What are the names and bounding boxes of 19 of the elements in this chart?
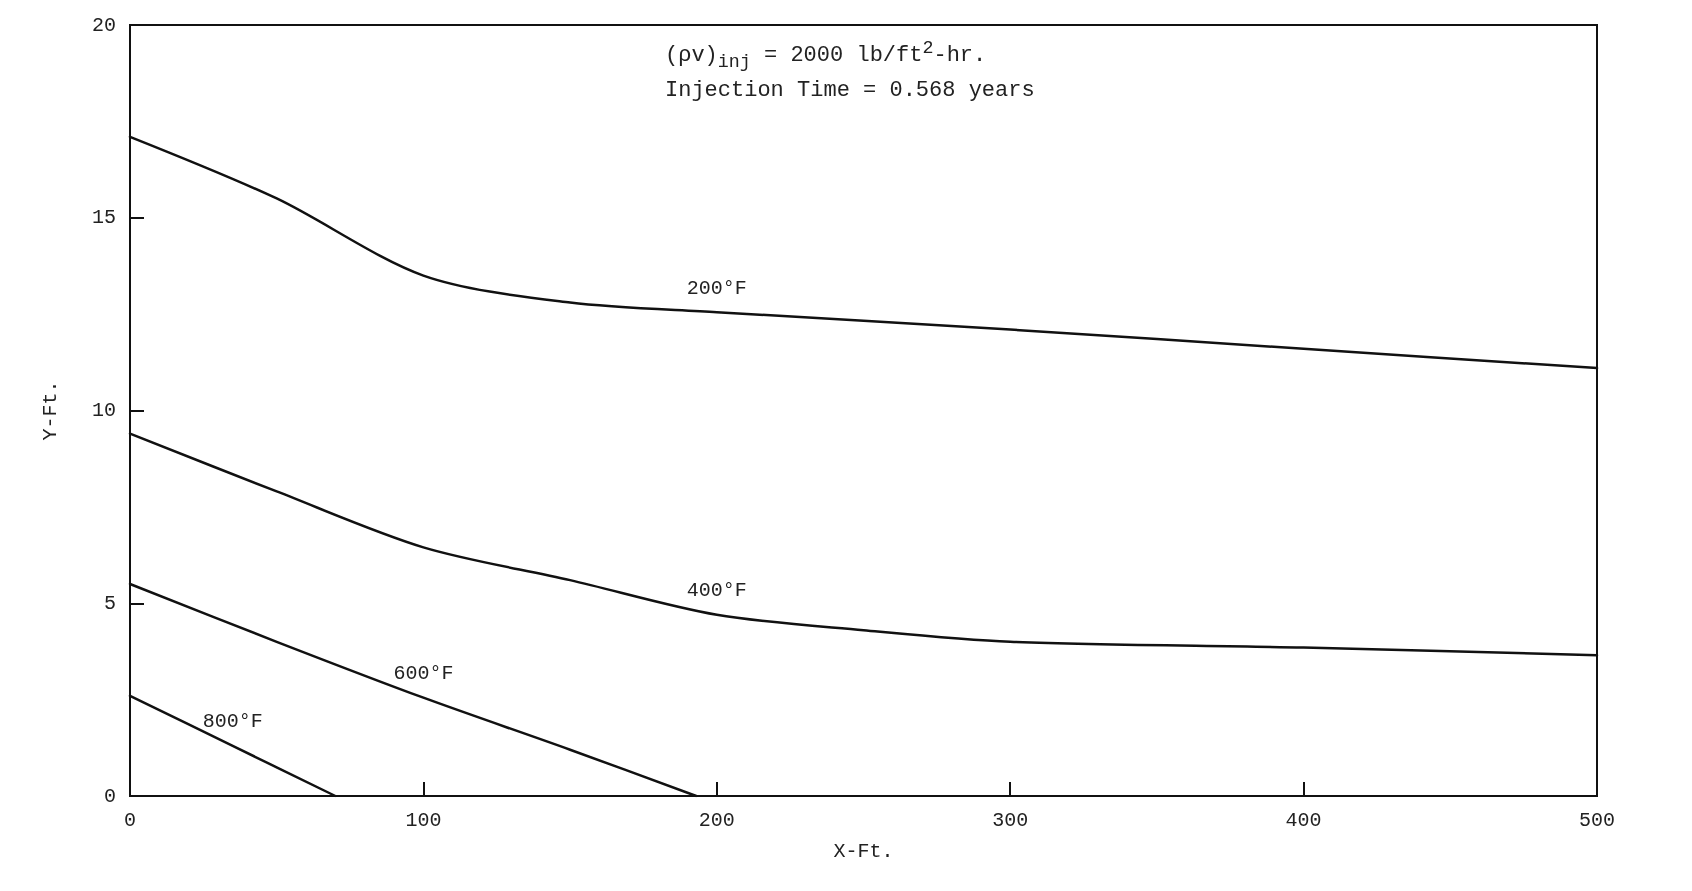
series-label: 800°F — [202, 710, 263, 734]
series-label: 600°F — [393, 662, 454, 686]
x-tick-label: 400 — [1285, 808, 1322, 832]
x-tick-label: 300 — [992, 808, 1029, 832]
y-tick-label: 20 — [91, 13, 116, 37]
series-label: 400°F — [686, 579, 747, 603]
x-tick-label: 200 — [698, 808, 735, 832]
y-axis-title: Y-Ft. — [38, 380, 62, 441]
x-tick-label: 500 — [1578, 808, 1616, 832]
y-tick-label: 0 — [103, 784, 116, 808]
annotation: (ρv)$_{inj}$ = 2000 lb/ft$^{2}$-hr. — [665, 38, 987, 73]
series-label: 200°F — [686, 276, 747, 300]
y-tick-label: 15 — [91, 206, 116, 230]
x-axis-title: X-Ft. — [833, 839, 894, 863]
y-tick-label: 5 — [103, 591, 116, 615]
y-tick-label: 10 — [91, 399, 116, 422]
x-tick-label: 0 — [123, 808, 137, 832]
annotation: Injection Time = 0.568 years — [665, 78, 1035, 103]
x-tick-label: 100 — [405, 808, 442, 832]
